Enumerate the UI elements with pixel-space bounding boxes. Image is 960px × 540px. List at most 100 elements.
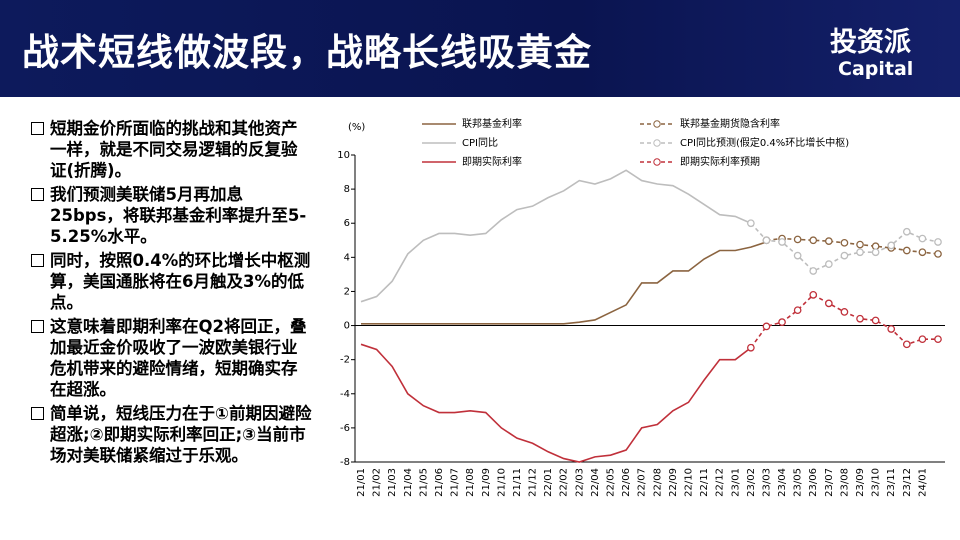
- point: [824, 260, 833, 269]
- point: [856, 314, 864, 323]
- x-tick-label: 22/11: [699, 468, 710, 497]
- point: [902, 227, 911, 236]
- x-tick-label: 22/06: [621, 468, 632, 497]
- x-tick-label: 23/02: [746, 468, 757, 497]
- header-bar: [0, 0, 960, 97]
- x-tick-label: 23/01: [730, 468, 741, 497]
- legend-marker: [653, 120, 661, 128]
- bullet-list: 短期金价所面临的挑战和其他资产一样，就是不同交易逻辑的反复验证(折腾)。 我们预测…: [30, 118, 312, 469]
- legend-label: 联邦基金利率: [462, 117, 522, 130]
- x-tick-label: 24/01: [917, 468, 928, 497]
- point: [747, 219, 755, 228]
- legend-marker: [653, 158, 661, 166]
- x-tick-label: 22/04: [590, 468, 601, 497]
- x-tick-label: 21/01: [356, 468, 367, 497]
- x-tick-label: 23/07: [824, 468, 835, 497]
- x-tick-label: 21/03: [387, 468, 398, 497]
- point: [934, 238, 942, 246]
- x-tick-label: 22/07: [637, 468, 648, 497]
- point: [840, 308, 849, 316]
- x-tick-label: 22/02: [559, 468, 570, 497]
- y-tick-label: 0: [344, 321, 350, 332]
- point: [824, 299, 833, 308]
- x-tick-label: 23/12: [902, 468, 913, 497]
- point: [856, 240, 864, 249]
- x-tick-label: 21/02: [372, 468, 383, 497]
- logo: 投资派: [830, 27, 911, 58]
- bullet: 同时，按照0.4%的环比增长中枢测算，美国通胀将在6月触及3%的低点。: [30, 250, 312, 313]
- x-tick-label: 22/10: [683, 468, 694, 497]
- point: [902, 340, 911, 349]
- bullet: 简单说，短线压力在于①前期因避险超涨;②即期实际利率回正;③当前市场对美联储紧缩…: [30, 403, 312, 466]
- point: [871, 316, 880, 325]
- x-tick-label: 21/06: [434, 468, 445, 497]
- y-tick-label: 6: [344, 218, 350, 229]
- legend-label: 即期实际利率: [462, 155, 522, 168]
- logo-sub: Capital: [838, 58, 914, 80]
- point: [762, 236, 771, 245]
- point: [809, 236, 818, 245]
- x-tick-label: 21/04: [403, 468, 414, 497]
- point: [778, 238, 786, 246]
- x-tick-label: 23/10: [871, 468, 882, 497]
- x-tick-label: 23/06: [808, 468, 819, 497]
- point: [793, 306, 802, 315]
- x-tick-label: 23/08: [839, 468, 850, 497]
- x-tick-label: 22/03: [574, 468, 585, 497]
- point: [824, 237, 833, 245]
- point: [918, 335, 927, 344]
- point: [918, 234, 927, 243]
- x-tick-label: 21/12: [528, 468, 539, 497]
- x-tick-label: 23/05: [793, 468, 804, 497]
- point: [840, 251, 849, 260]
- y-tick-label: -8: [340, 457, 350, 468]
- point: [809, 291, 818, 299]
- x-tick-label: 21/08: [465, 468, 476, 497]
- point: [840, 238, 849, 247]
- point: [934, 335, 942, 344]
- point: [934, 250, 942, 258]
- point: [902, 246, 911, 255]
- y-tick-label: 4: [344, 252, 350, 263]
- bullet: 我们预测美联储5月再加息25bps，将联邦基金利率提升至5-5.25%水平。: [30, 184, 312, 247]
- point: [762, 322, 771, 331]
- x-tick-label: 21/09: [481, 468, 492, 497]
- point: [871, 248, 880, 257]
- legend-label: CPI同比预测(假定0.4%环比增长中枢): [680, 136, 849, 149]
- y-tick-label: -4: [340, 389, 350, 400]
- x-tick-label: 23/03: [761, 468, 772, 497]
- x-tick-label: 21/10: [496, 468, 507, 497]
- x-tick-label: 22/09: [668, 468, 679, 497]
- bullet: 短期金价所面临的挑战和其他资产一样，就是不同交易逻辑的反复验证(折腾)。: [30, 118, 312, 181]
- y-axis-label: (%): [348, 122, 365, 133]
- point: [887, 325, 896, 333]
- y-tick-label: 8: [344, 184, 350, 195]
- y-tick-label: -6: [340, 423, 350, 434]
- x-tick-label: 21/11: [512, 468, 523, 497]
- x-tick-label: 21/05: [418, 468, 429, 497]
- point: [856, 248, 864, 257]
- legend-marker: [653, 139, 661, 147]
- slide-title: 战术短线做波段，战略长线吸黄金: [22, 31, 592, 74]
- x-tick-label: 22/01: [543, 468, 554, 497]
- x-tick-label: 22/12: [715, 468, 726, 497]
- point: [918, 248, 927, 257]
- point: [793, 251, 802, 260]
- point: [809, 267, 818, 275]
- x-tick-label: 22/05: [606, 468, 617, 497]
- legend-label: 即期实际利率预期: [680, 155, 760, 168]
- x-tick-label: 22/08: [652, 468, 663, 497]
- point: [887, 241, 896, 250]
- y-tick-label: -2: [340, 355, 350, 366]
- series-line: [360, 169, 752, 303]
- x-tick-label: 23/04: [777, 468, 788, 497]
- point: [793, 235, 802, 244]
- point: [778, 318, 786, 326]
- point: [747, 343, 755, 352]
- series-line: [361, 241, 767, 325]
- legend-label: 联邦基金期货隐含利率: [680, 117, 780, 130]
- x-tick-label: 21/07: [450, 468, 461, 497]
- bullet: 这意味着即期利率在Q2将回正，叠加最近金价吸收了一波欧美银行业危机带来的避险情绪…: [30, 316, 312, 400]
- series-line: [360, 343, 752, 463]
